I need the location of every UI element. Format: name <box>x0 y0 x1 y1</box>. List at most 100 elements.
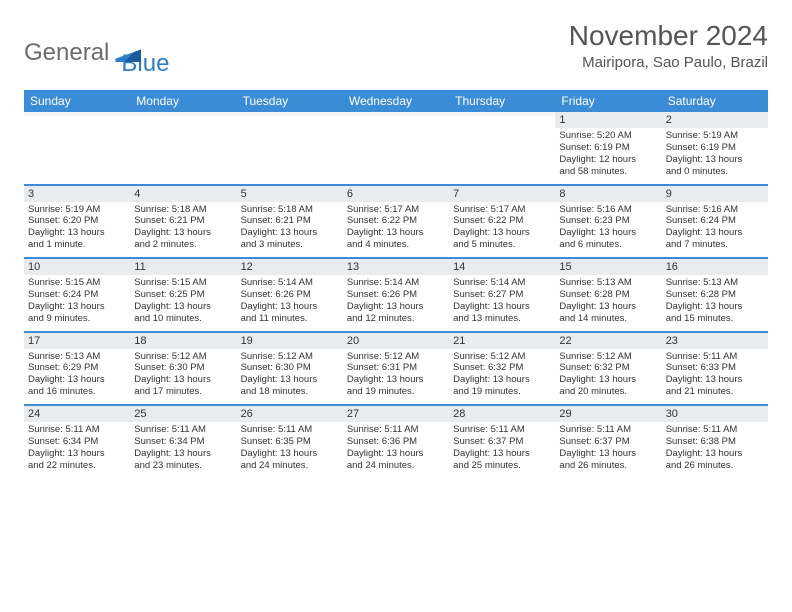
weekday-header: Wednesday <box>343 90 449 112</box>
day-detail-line: Daylight: 13 hours <box>347 301 445 313</box>
day-detail-line: and 15 minutes. <box>666 313 764 325</box>
day-detail-line: Sunrise: 5:15 AM <box>28 277 126 289</box>
day-detail-line: Sunrise: 5:20 AM <box>559 130 657 142</box>
weekday-header: Friday <box>555 90 661 112</box>
day-detail-line: Daylight: 13 hours <box>28 301 126 313</box>
day-body <box>343 128 449 180</box>
day-body: Sunrise: 5:13 AMSunset: 6:28 PMDaylight:… <box>555 275 661 331</box>
day-detail-line: and 18 minutes. <box>241 386 339 398</box>
day-detail-line: Daylight: 13 hours <box>241 301 339 313</box>
day-detail-line: Sunset: 6:26 PM <box>241 289 339 301</box>
day-detail-line: Sunrise: 5:11 AM <box>666 351 764 363</box>
day-detail-line: Sunset: 6:23 PM <box>559 215 657 227</box>
day-detail-line: Daylight: 13 hours <box>347 227 445 239</box>
day-detail-line: Daylight: 13 hours <box>134 374 232 386</box>
day-number: 8 <box>555 184 661 202</box>
day-body <box>237 128 343 180</box>
day-detail-line: Daylight: 12 hours <box>559 154 657 166</box>
day-number: 6 <box>343 184 449 202</box>
day-detail-line: Sunrise: 5:17 AM <box>453 204 551 216</box>
day-number: 12 <box>237 257 343 275</box>
day-detail-line: Sunset: 6:30 PM <box>241 362 339 374</box>
day-detail-line: Sunrise: 5:18 AM <box>134 204 232 216</box>
day-detail-line: and 13 minutes. <box>453 313 551 325</box>
day-number: 1 <box>555 112 661 128</box>
day-body: Sunrise: 5:18 AMSunset: 6:21 PMDaylight:… <box>237 202 343 258</box>
day-number: 30 <box>662 404 768 422</box>
day-number: 23 <box>662 331 768 349</box>
day-body <box>24 128 130 180</box>
day-detail-line: Daylight: 13 hours <box>241 448 339 460</box>
day-detail-line: Daylight: 13 hours <box>241 227 339 239</box>
day-detail-line: and 22 minutes. <box>28 460 126 472</box>
day-detail-line: Sunrise: 5:16 AM <box>666 204 764 216</box>
day-body: Sunrise: 5:14 AMSunset: 6:26 PMDaylight:… <box>237 275 343 331</box>
day-detail-line: and 3 minutes. <box>241 239 339 251</box>
day-number: 27 <box>343 404 449 422</box>
day-detail-line: Sunrise: 5:13 AM <box>666 277 764 289</box>
day-detail-line: and 5 minutes. <box>453 239 551 251</box>
day-detail-line: Sunset: 6:19 PM <box>559 142 657 154</box>
day-number: 19 <box>237 331 343 349</box>
day-number: 13 <box>343 257 449 275</box>
day-number: 28 <box>449 404 555 422</box>
day-detail-line: and 21 minutes. <box>666 386 764 398</box>
day-number <box>343 112 449 116</box>
day-body: Sunrise: 5:11 AMSunset: 6:36 PMDaylight:… <box>343 422 449 478</box>
day-detail-line: Sunrise: 5:12 AM <box>134 351 232 363</box>
day-detail-line: Daylight: 13 hours <box>559 374 657 386</box>
day-body: Sunrise: 5:11 AMSunset: 6:34 PMDaylight:… <box>130 422 236 478</box>
day-detail-line: Sunset: 6:37 PM <box>559 436 657 448</box>
day-detail-line: Sunrise: 5:11 AM <box>241 424 339 436</box>
day-number: 26 <box>237 404 343 422</box>
day-number: 4 <box>130 184 236 202</box>
day-body: Sunrise: 5:17 AMSunset: 6:22 PMDaylight:… <box>343 202 449 258</box>
day-detail-line: Sunset: 6:34 PM <box>134 436 232 448</box>
day-detail-line: and 24 minutes. <box>241 460 339 472</box>
weekday-header: Tuesday <box>237 90 343 112</box>
day-detail-line: Daylight: 13 hours <box>559 448 657 460</box>
day-detail-line: Sunset: 6:30 PM <box>134 362 232 374</box>
calendar-table: Sunday Monday Tuesday Wednesday Thursday… <box>24 90 768 478</box>
day-detail-line: and 14 minutes. <box>559 313 657 325</box>
day-detail-line: Sunrise: 5:13 AM <box>28 351 126 363</box>
day-detail-line: Sunset: 6:33 PM <box>666 362 764 374</box>
day-number: 9 <box>662 184 768 202</box>
day-detail-line: Daylight: 13 hours <box>134 448 232 460</box>
day-detail-line: Sunset: 6:37 PM <box>453 436 551 448</box>
day-detail-line: Sunset: 6:25 PM <box>134 289 232 301</box>
weekday-header: Saturday <box>662 90 768 112</box>
day-detail-line: Sunset: 6:35 PM <box>241 436 339 448</box>
day-detail-line: Sunset: 6:32 PM <box>559 362 657 374</box>
day-detail-line: Sunset: 6:32 PM <box>453 362 551 374</box>
day-detail-line: and 4 minutes. <box>347 239 445 251</box>
day-detail-line: and 16 minutes. <box>28 386 126 398</box>
day-body: Sunrise: 5:16 AMSunset: 6:23 PMDaylight:… <box>555 202 661 258</box>
day-detail-line: and 11 minutes. <box>241 313 339 325</box>
day-body: Sunrise: 5:18 AMSunset: 6:21 PMDaylight:… <box>130 202 236 258</box>
day-number: 2 <box>662 112 768 128</box>
logo-mark-icon <box>115 46 141 62</box>
day-detail-line: Sunrise: 5:14 AM <box>347 277 445 289</box>
day-number <box>130 112 236 116</box>
day-body: Sunrise: 5:19 AMSunset: 6:19 PMDaylight:… <box>662 128 768 184</box>
day-detail-line: Sunrise: 5:12 AM <box>241 351 339 363</box>
day-body: Sunrise: 5:12 AMSunset: 6:30 PMDaylight:… <box>130 349 236 405</box>
day-number: 16 <box>662 257 768 275</box>
day-detail-line: Daylight: 13 hours <box>28 374 126 386</box>
day-detail-line: Sunrise: 5:13 AM <box>559 277 657 289</box>
day-detail-line: Sunrise: 5:16 AM <box>559 204 657 216</box>
day-detail-line: Daylight: 13 hours <box>134 301 232 313</box>
day-detail-line: Sunset: 6:20 PM <box>28 215 126 227</box>
day-number: 29 <box>555 404 661 422</box>
day-body: Sunrise: 5:19 AMSunset: 6:20 PMDaylight:… <box>24 202 130 258</box>
day-detail-line: and 26 minutes. <box>666 460 764 472</box>
day-number: 22 <box>555 331 661 349</box>
day-detail-line: and 26 minutes. <box>559 460 657 472</box>
day-number: 18 <box>130 331 236 349</box>
day-detail-line: Daylight: 13 hours <box>453 448 551 460</box>
day-body: Sunrise: 5:20 AMSunset: 6:19 PMDaylight:… <box>555 128 661 184</box>
day-detail-line: and 6 minutes. <box>559 239 657 251</box>
day-number: 24 <box>24 404 130 422</box>
day-body: Sunrise: 5:11 AMSunset: 6:37 PMDaylight:… <box>555 422 661 478</box>
